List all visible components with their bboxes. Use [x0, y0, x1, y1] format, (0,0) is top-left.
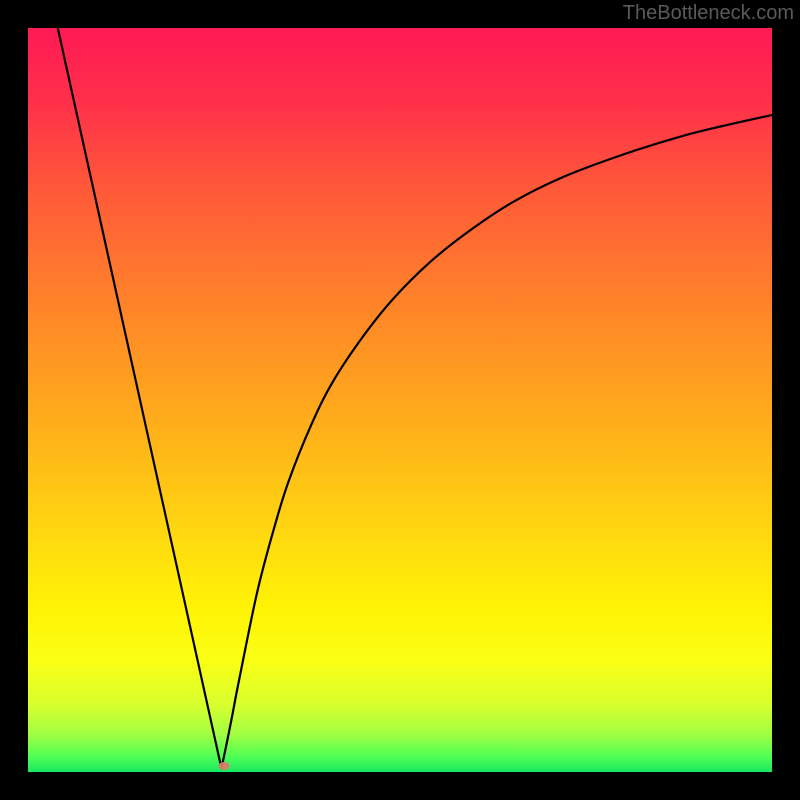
- bottleneck-curve: [28, 28, 772, 772]
- plot-area: [28, 28, 772, 772]
- chart-canvas: TheBottleneck.com: [0, 0, 800, 800]
- minimum-marker: [219, 762, 230, 770]
- watermark-text: TheBottleneck.com: [623, 2, 794, 25]
